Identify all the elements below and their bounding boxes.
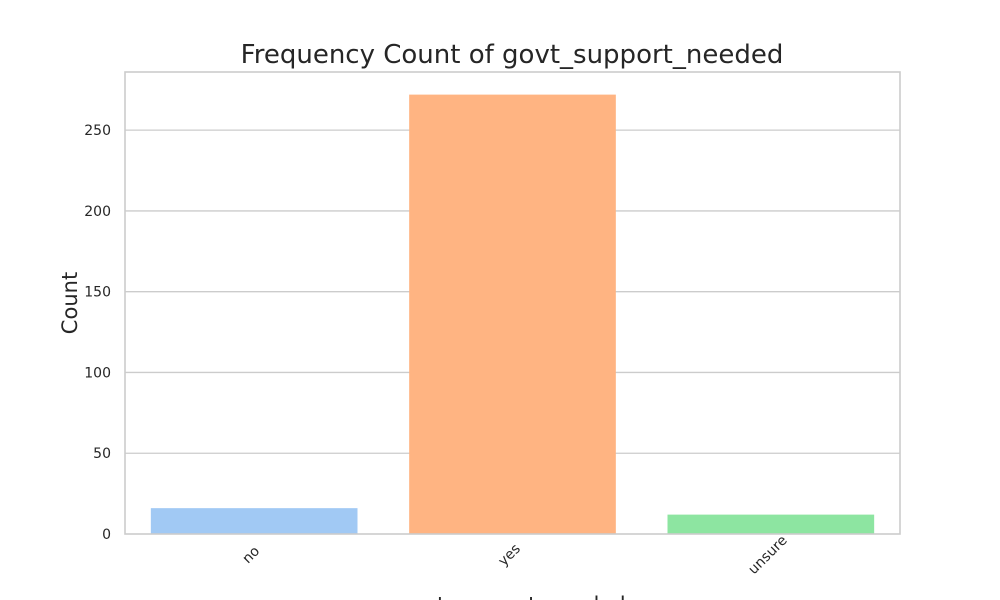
chart-title: Frequency Count of govt_support_needed [241,40,784,70]
y-tick-label: 100 [84,365,111,381]
x-tick-label: no [240,543,264,567]
plot-frame [124,71,901,535]
y-axis-label: Count [58,272,82,334]
x-tick-label: unsure [745,533,790,578]
x-axis-label: govt_support_needed [398,593,625,600]
x-axis-ticks: no yes unsure [240,533,791,578]
y-tick-label: 200 [84,204,111,220]
bar-unsure [667,514,875,534]
y-tick-label: 0 [102,527,111,543]
y-tick-label: 150 [84,285,111,301]
x-tick-label: yes [495,541,523,569]
bar-yes [409,94,616,534]
bar-no [150,508,358,534]
y-tick-label: 250 [84,123,111,139]
bars [150,94,875,534]
y-tick-label: 50 [93,446,111,462]
y-axis-ticks: 0 50 100 150 200 250 [84,123,111,543]
